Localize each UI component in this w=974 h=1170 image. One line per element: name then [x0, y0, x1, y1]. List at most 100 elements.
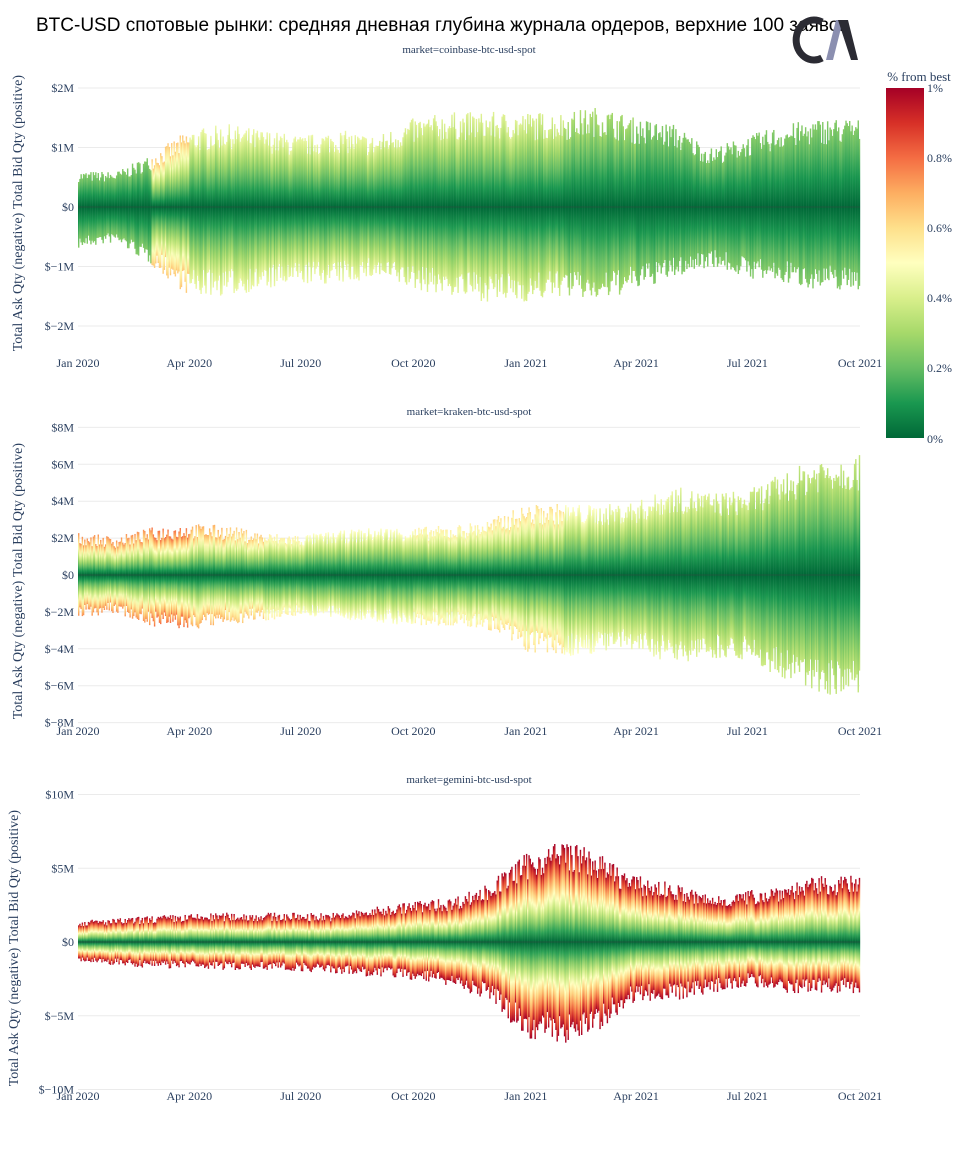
- ask-depth-bar: [469, 575, 472, 627]
- bid-depth-bar: [803, 471, 806, 575]
- ask-depth-bar: [390, 207, 392, 275]
- bid-depth-bar: [262, 541, 265, 575]
- ask-depth-bar: [257, 575, 260, 611]
- bid-depth-bar: [312, 914, 315, 942]
- bid-depth-bar: [232, 919, 234, 942]
- ask-depth-bar: [166, 942, 168, 962]
- bid-depth-bar: [522, 116, 524, 207]
- ask-depth-bar: [327, 575, 330, 609]
- ask-depth-bar: [81, 575, 84, 617]
- ask-depth-bar: [437, 575, 440, 626]
- bid-depth-bar: [109, 174, 112, 207]
- ask-depth-bar: [495, 207, 497, 275]
- bid-depth-bar: [749, 491, 752, 575]
- bid-depth-bar: [839, 140, 841, 207]
- bid-depth-bar: [292, 912, 294, 942]
- bid-depth-bar: [724, 899, 726, 942]
- ask-depth-bar: [191, 207, 194, 280]
- ask-depth-bar: [418, 942, 420, 976]
- ask-depth-bar: [106, 207, 108, 236]
- bid-depth-bar: [277, 150, 279, 207]
- ask-depth-bar: [521, 942, 523, 1031]
- bid-depth-bar: [255, 915, 257, 942]
- bid-depth-bar: [330, 536, 332, 575]
- ask-depth-bar: [135, 575, 137, 618]
- bid-depth-bar: [358, 529, 360, 575]
- bid-depth-bar: [589, 858, 591, 942]
- ask-depth-bar: [725, 575, 727, 658]
- ask-depth-bar: [459, 207, 462, 277]
- ask-depth-bar: [785, 207, 787, 272]
- ask-depth-bar: [98, 575, 101, 609]
- ask-depth-bar: [288, 575, 290, 608]
- ask-depth-bar: [826, 942, 829, 988]
- bid-depth-bar: [376, 906, 379, 942]
- ask-depth-bar: [749, 207, 752, 277]
- ask-depth-bar: [505, 575, 507, 625]
- bid-depth-bar: [271, 153, 273, 207]
- bid-depth-bar: [184, 143, 186, 207]
- ask-depth-bar: [205, 207, 207, 294]
- ask-depth-bar: [399, 942, 402, 972]
- ask-depth-bar: [711, 207, 714, 264]
- ask-depth-bar: [804, 942, 807, 981]
- ask-depth-bar: [659, 942, 661, 998]
- bid-depth-bar: [357, 532, 359, 575]
- ask-depth-bar: [96, 575, 98, 613]
- bid-depth-bar: [727, 514, 730, 575]
- bid-depth-bar: [173, 530, 175, 575]
- ask-depth-bar: [478, 207, 480, 292]
- bid-depth-bar: [117, 171, 119, 207]
- ask-depth-bar: [523, 575, 525, 647]
- bid-depth-bar: [754, 139, 757, 207]
- ask-depth-bar: [151, 207, 153, 266]
- bid-depth-bar: [671, 491, 673, 575]
- bid-depth-bar: [747, 510, 749, 575]
- bid-depth-bar: [786, 134, 788, 207]
- ask-depth-bar: [405, 942, 408, 976]
- ask-depth-bar: [272, 942, 275, 964]
- bid-depth-bar: [521, 875, 523, 942]
- ask-depth-bar: [825, 942, 828, 983]
- ask-depth-bar: [328, 942, 331, 966]
- bid-depth-bar: [306, 914, 309, 942]
- ask-depth-bar: [776, 575, 779, 671]
- ask-depth-bar: [595, 575, 598, 641]
- bid-depth-bar: [108, 920, 111, 942]
- ask-depth-bar: [770, 207, 773, 269]
- ask-depth-bar: [481, 575, 484, 627]
- bid-depth-bar: [401, 145, 403, 207]
- bid-depth-bar: [546, 513, 549, 575]
- bid-depth-bar: [479, 534, 481, 575]
- ask-depth-bar: [539, 575, 541, 639]
- ask-depth-bar: [266, 207, 268, 286]
- ask-depth-bar: [640, 207, 643, 270]
- ask-depth-bar: [600, 575, 602, 634]
- ask-depth-bar: [808, 942, 811, 983]
- bid-depth-bar: [644, 143, 647, 207]
- ask-depth-bar: [579, 575, 582, 638]
- ask-depth-bar: [792, 207, 795, 273]
- ask-depth-bar: [188, 207, 190, 274]
- ask-depth-bar: [487, 942, 490, 987]
- bid-depth-bar: [199, 919, 201, 942]
- ask-depth-bar: [735, 942, 737, 982]
- ask-depth-bar: [753, 575, 755, 640]
- bid-depth-bar: [476, 899, 479, 942]
- bid-depth-bar: [145, 161, 147, 207]
- bid-depth-bar: [286, 914, 288, 942]
- ask-depth-bar: [563, 575, 566, 655]
- bid-depth-bar: [528, 855, 530, 942]
- ask-depth-bar: [558, 207, 561, 297]
- ask-depth-bar: [197, 942, 200, 967]
- bid-depth-bar: [208, 528, 211, 575]
- ask-depth-bar: [377, 575, 380, 620]
- ask-depth-bar: [267, 207, 270, 282]
- bid-depth-bar: [470, 132, 473, 207]
- ask-depth-bar: [191, 575, 194, 627]
- ask-depth-bar: [310, 942, 312, 973]
- bid-depth-bar: [96, 546, 98, 575]
- ask-depth-bar: [662, 207, 665, 264]
- bid-depth-bar: [835, 895, 837, 942]
- bid-depth-bar: [825, 884, 828, 942]
